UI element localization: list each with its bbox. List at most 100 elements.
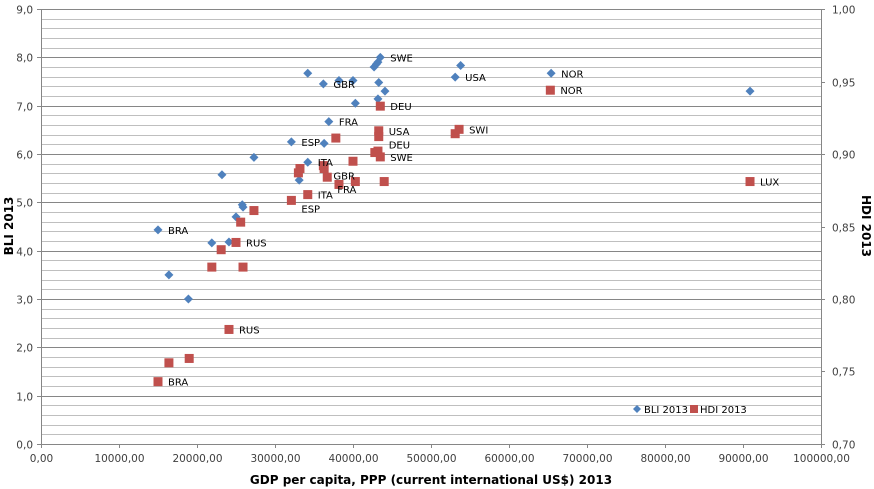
bli-point-diamond — [450, 72, 460, 82]
hdi-point-square — [379, 177, 389, 187]
hdi-point-square — [319, 164, 329, 173]
hdi-point-square — [238, 262, 248, 272]
hdi-point-square — [322, 172, 332, 182]
y-tick-label: 9,0 — [16, 5, 33, 17]
point-label: DEU — [390, 102, 411, 113]
data-points — [153, 52, 755, 387]
point-label: ESP — [301, 138, 320, 149]
point-label: GBR — [333, 172, 355, 183]
point-label: FRA — [337, 185, 356, 196]
bli-point-diamond — [318, 79, 328, 89]
point-label: BRA — [168, 378, 188, 389]
hdi-point-square — [374, 132, 384, 142]
hdi-point-square — [334, 179, 344, 189]
point-label: SWI — [469, 125, 488, 136]
legend-label-hdi: HDI 2013 — [700, 405, 747, 416]
hdi-point-square — [450, 129, 460, 139]
bli-point-diamond — [286, 137, 296, 147]
y-tick-label: 1,0 — [16, 392, 33, 404]
point-label: LUX — [760, 178, 779, 189]
x-tick-label: 10000,00 — [94, 453, 144, 465]
bli-point-diamond — [207, 238, 217, 248]
x-tick-label: 0,00 — [30, 453, 53, 465]
bli-point-diamond — [369, 62, 379, 72]
y-tick-label: 6,0 — [16, 150, 33, 162]
y2-tick-label: 0,95 — [832, 78, 855, 90]
point-label: USA — [465, 73, 486, 84]
hdi-point-square — [236, 217, 246, 227]
hdi-point-square — [545, 85, 555, 95]
point-label: SWE — [390, 53, 413, 64]
point-label: ITA — [318, 191, 333, 202]
y2-tick-label: 0,75 — [832, 367, 855, 379]
point-labels: SWE GBR FRA ESP ITA BRA USA NOR DEU USA DEU NOR SWI S… — [168, 53, 779, 388]
hdi-point-square — [375, 152, 385, 162]
y2-tick-label: 0,70 — [832, 440, 855, 452]
hdi-point-square — [373, 146, 383, 156]
legend: BLI 2013 HDI 2013 — [633, 405, 747, 416]
bli-point-diamond — [294, 175, 304, 185]
y-tick-label: 5,0 — [16, 198, 33, 210]
y2-tick-label: 0,80 — [832, 295, 855, 307]
x-tick-label: 20000,00 — [172, 453, 222, 465]
x-axis-title: GDP per capita, PPP (current internation… — [250, 473, 612, 487]
y2-axis-title: HDI 2013 — [859, 195, 873, 257]
y2-tick-label: 0,90 — [832, 150, 855, 162]
bli-point-diamond — [373, 94, 383, 104]
hdi-point-square — [164, 358, 174, 368]
bli-point-diamond — [334, 76, 344, 86]
bli-point-diamond — [374, 77, 384, 87]
y-tick-label: 8,0 — [16, 53, 33, 65]
bli-point-diamond — [183, 294, 193, 304]
bli-point-diamond — [303, 68, 313, 78]
point-label: SWE — [390, 153, 413, 164]
hdi-point-square — [293, 168, 303, 178]
hdi-point-square — [153, 377, 163, 387]
bli-point-diamond — [164, 270, 174, 280]
legend-diamond-icon — [633, 405, 641, 413]
point-label: ITA — [318, 158, 333, 169]
bli-point-diamond — [217, 170, 227, 180]
hdi-point-square — [216, 245, 226, 255]
x-tick-label: 100000,00 — [793, 453, 850, 465]
y-tick-label: 4,0 — [16, 247, 33, 259]
hdi-point-square — [348, 156, 358, 166]
bli-point-diamond — [153, 225, 163, 235]
hdi-point-square — [374, 126, 384, 136]
legend-label-bli: BLI 2013 — [644, 405, 688, 416]
x-tick-label: 90000,00 — [718, 453, 768, 465]
hdi-point-square — [303, 190, 313, 200]
hdi-point-square — [331, 133, 341, 143]
y2-tick-label: 0,85 — [832, 223, 855, 235]
hdi-point-square — [286, 195, 296, 205]
x-tick-label: 70000,00 — [562, 453, 612, 465]
y-tick-label: 0,0 — [16, 440, 33, 452]
legend-square-icon — [690, 405, 698, 413]
bli-point-diamond — [224, 237, 234, 247]
y2-tick-label: 1,00 — [832, 5, 855, 17]
hdi-point-square — [745, 177, 755, 187]
bli-point-diamond — [324, 117, 334, 127]
bli-point-diamond — [238, 202, 248, 212]
x-axis-ticks: 0,00 10000,00 20000,00 30000,00 40000,00 5000… — [30, 444, 850, 465]
x-tick-label: 30000,00 — [250, 453, 300, 465]
bli-point-diamond — [319, 138, 329, 148]
bli-point-diamond — [380, 86, 390, 96]
hdi-point-square — [184, 353, 194, 363]
gridlines — [41, 9, 821, 445]
hdi-point-square — [375, 101, 385, 111]
hdi-point-square — [249, 206, 259, 216]
x-tick-label: 50000,00 — [406, 453, 456, 465]
point-label: RUS — [239, 325, 260, 336]
hdi-point-square — [231, 237, 241, 247]
point-label: USA — [389, 127, 410, 138]
hdi-point-square — [224, 324, 234, 334]
x-tick-label: 60000,00 — [484, 453, 534, 465]
y2-axis-ticks: 0,70 0,75 0,80 0,85 0,90 0,95 1,00 — [821, 5, 855, 452]
point-label: FRA — [339, 118, 358, 129]
bli-point-diamond — [249, 152, 259, 162]
y-axis-title: BLI 2013 — [2, 197, 16, 256]
x-tick-label: 80000,00 — [640, 453, 690, 465]
point-label: DEU — [389, 141, 410, 152]
y-tick-label: 3,0 — [16, 295, 33, 307]
